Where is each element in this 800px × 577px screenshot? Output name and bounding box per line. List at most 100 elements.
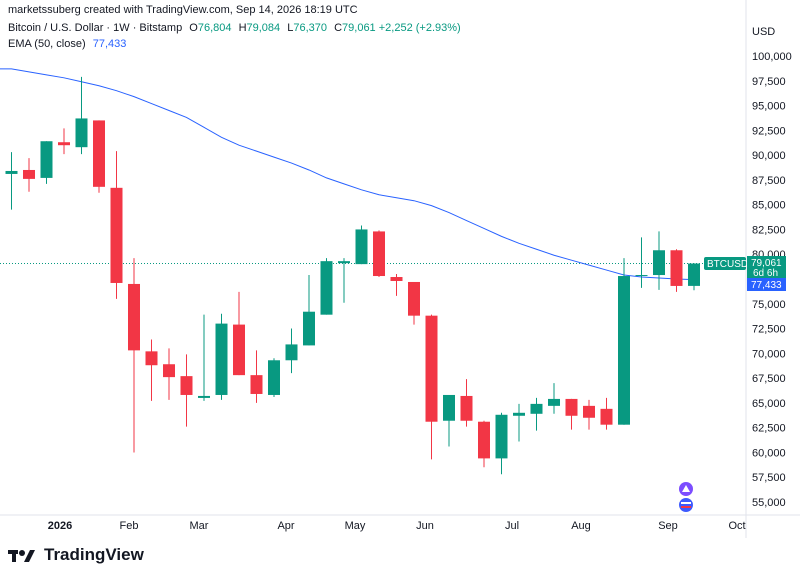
price-tick-label: 57,500 <box>752 472 786 484</box>
symbol-legend[interactable]: Bitcoin / U.S. Dollar · 1W · Bitstamp O7… <box>8 22 461 34</box>
us-flag-icon[interactable] <box>679 498 693 512</box>
price-tick-label: 97,500 <box>752 76 786 88</box>
candle-body <box>180 376 193 395</box>
price-tick-label: 75,000 <box>752 299 786 311</box>
symbol-tag-bg <box>704 257 746 270</box>
ema-tag-bg <box>747 278 786 291</box>
candle-body <box>618 276 630 425</box>
candle-body <box>58 142 70 146</box>
time-tick-label: Oct <box>728 520 745 532</box>
low-value: 76,370 <box>293 22 328 34</box>
price-tick-label: 90,000 <box>752 150 786 162</box>
price-tick-label: 100,000 <box>752 51 792 63</box>
crypto-event-icon[interactable] <box>679 482 693 496</box>
chart-canvas[interactable]: USD 100,000 97,500 95,000 92,500 90,000 87,50… <box>0 0 800 540</box>
time-tick-label: Apr <box>277 520 294 532</box>
price-tick-label: 72,500 <box>752 324 786 336</box>
author-name: marketssuberg <box>8 4 81 16</box>
high-value: 79,084 <box>246 22 281 34</box>
open-label: O <box>189 22 198 34</box>
candle-body <box>355 229 368 265</box>
symbol-name: Bitcoin / U.S. Dollar · 1W · Bitstamp <box>8 22 183 34</box>
candle-body <box>285 344 298 361</box>
price-tick-label: 95,000 <box>752 101 786 113</box>
chart-attribution: marketssuberg created with TradingView.c… <box>8 4 358 16</box>
tradingview-brand: TradingView <box>44 545 144 564</box>
candle-body <box>75 118 88 148</box>
candle-body <box>530 403 543 414</box>
candle-body <box>408 281 420 316</box>
candle-body <box>40 141 53 178</box>
candle-body <box>653 250 665 276</box>
price-axis[interactable]: 100,000 97,500 95,000 92,500 90,000 87,500 85,… <box>752 51 792 509</box>
candle-body <box>145 351 158 366</box>
time-tick-label: Mar <box>190 520 209 532</box>
time-tick-label: May <box>345 520 366 532</box>
candle-body <box>373 231 385 277</box>
candle-body <box>443 394 455 421</box>
countdown-tag: 6d 6h <box>753 268 778 279</box>
candle-body <box>425 315 438 422</box>
event-icons[interactable] <box>679 482 693 512</box>
candle-body <box>23 169 35 179</box>
candle-body <box>583 405 595 418</box>
tradingview-logo[interactable]: TradingView <box>8 545 144 565</box>
candle-body <box>495 414 508 459</box>
candle-body <box>688 263 700 286</box>
time-tick-label: Feb <box>120 520 139 532</box>
created-text: created with TradingView.com, Sep 14, 20… <box>83 4 358 16</box>
candle-body <box>250 375 263 394</box>
candle-body <box>478 421 490 459</box>
candle-body <box>635 275 648 277</box>
time-tick-label: Jun <box>416 520 434 532</box>
candle-body <box>670 250 683 286</box>
symbol-tag: BTCUSD <box>707 259 748 270</box>
low-label: L <box>287 22 294 34</box>
ema-label: EMA (50, close) <box>8 38 86 50</box>
ema-tag: 77,433 <box>751 280 782 291</box>
candle-body <box>215 323 228 395</box>
time-tick-label: Aug <box>571 520 591 532</box>
change-value: +2,252 (+2.93%) <box>378 22 461 34</box>
candle-body <box>233 324 245 376</box>
last-price-tag-bg <box>747 256 786 278</box>
candle-body <box>163 364 175 378</box>
close-label: C <box>334 22 343 34</box>
price-tick-label: 62,500 <box>752 423 786 435</box>
candle-body <box>548 398 560 406</box>
time-tick-label: Jul <box>505 520 519 532</box>
time-axis[interactable]: 2026 Feb Mar Apr May Jun Jul Aug Sep Oct <box>48 520 746 532</box>
candle-body <box>390 277 403 281</box>
ema-line <box>0 68 695 281</box>
candle-body <box>460 395 473 421</box>
time-tick-label: Sep <box>658 520 678 532</box>
price-tick-label: 70,000 <box>752 348 786 360</box>
ema-value: 77,433 <box>92 38 127 50</box>
price-tick-label: 92,500 <box>752 125 786 137</box>
candles <box>5 76 700 475</box>
candle-body <box>110 187 123 283</box>
high-label: H <box>238 22 247 34</box>
price-axis-currency[interactable]: USD <box>752 26 775 38</box>
price-tick-label: 55,000 <box>752 497 786 509</box>
time-tick-label: 2026 <box>48 520 72 532</box>
candle-body <box>5 170 18 174</box>
price-tick-label: 60,000 <box>752 447 786 459</box>
price-tick-label: 87,500 <box>752 175 786 187</box>
candle-body <box>513 412 525 416</box>
candle-body <box>268 360 280 395</box>
close-value: 79,061 <box>342 22 376 34</box>
price-tick-label: 67,500 <box>752 373 786 385</box>
candle-body <box>338 261 350 264</box>
candle-body <box>128 283 140 351</box>
price-tick-label: 82,500 <box>752 224 786 236</box>
candle-body <box>198 395 210 398</box>
tradingview-mark-icon <box>8 550 35 562</box>
open-value: 76,804 <box>197 22 232 34</box>
candle-body <box>565 398 578 416</box>
last-price-tag: 79,061 <box>751 258 782 269</box>
price-tick-label: 65,000 <box>752 398 786 410</box>
candle-body <box>320 261 333 315</box>
candle-body <box>600 408 613 425</box>
ema-legend[interactable]: EMA (50, close) 77,433 <box>8 38 126 50</box>
